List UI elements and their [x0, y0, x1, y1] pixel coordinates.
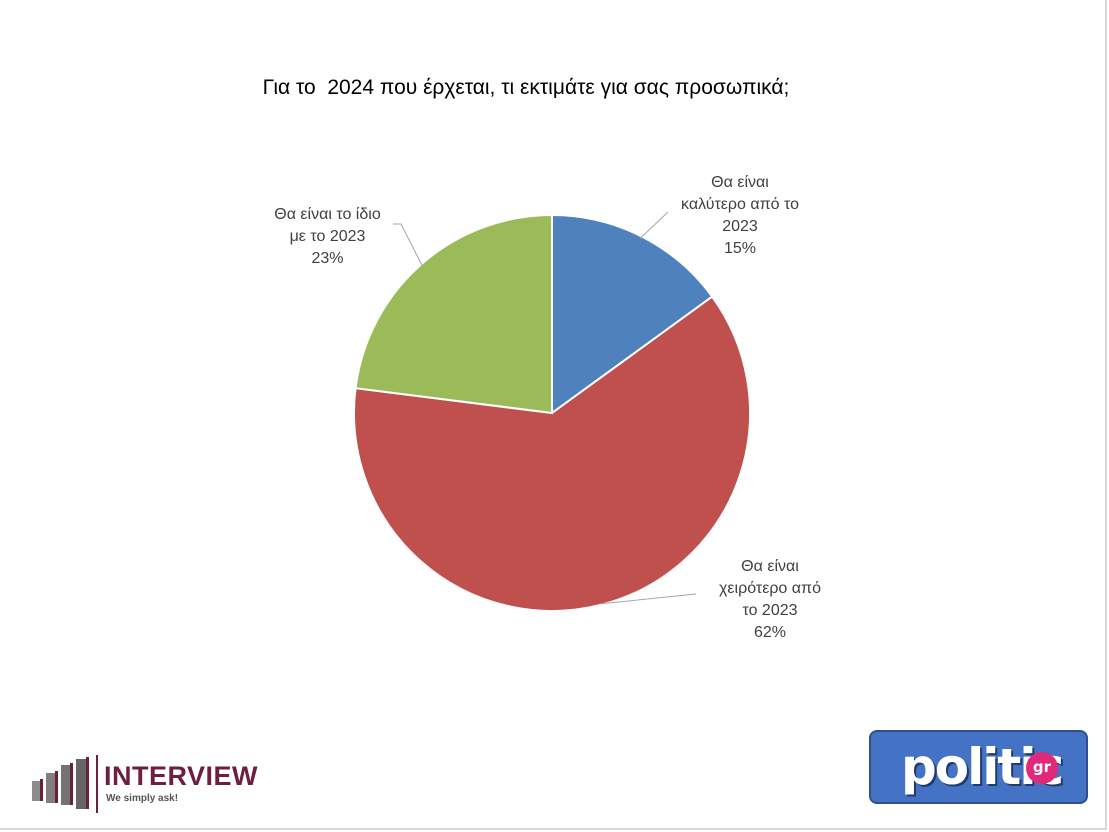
leader-line-same	[393, 223, 424, 268]
leader-line-better	[639, 211, 669, 239]
chart-title: Για το 2024 που έρχεται, τι εκτιμάτε για…	[262, 76, 790, 99]
politic-gr-badge: gr	[1026, 752, 1058, 784]
interview-name: INTERVIEW	[104, 761, 259, 791]
interview-tagline: We simply ask!	[106, 793, 179, 804]
slice-label-same: Θα είναι το ίδιο με το 2023 23%	[274, 206, 381, 267]
pie-slice-worse	[353, 295, 751, 612]
slice-label-worse: Θα είναι χειρότερο από το 2023 62%	[719, 558, 821, 641]
slice-label-better: Θα είναι καλύτερο από το 2023 15%	[681, 174, 799, 257]
interview-separator	[96, 755, 98, 813]
politic-logo: politic gr	[869, 730, 1088, 804]
leader-line-worse	[601, 593, 697, 605]
interview-bars-icon	[32, 757, 89, 809]
interview-logo: INTERVIEW We simply ask!	[30, 755, 280, 817]
